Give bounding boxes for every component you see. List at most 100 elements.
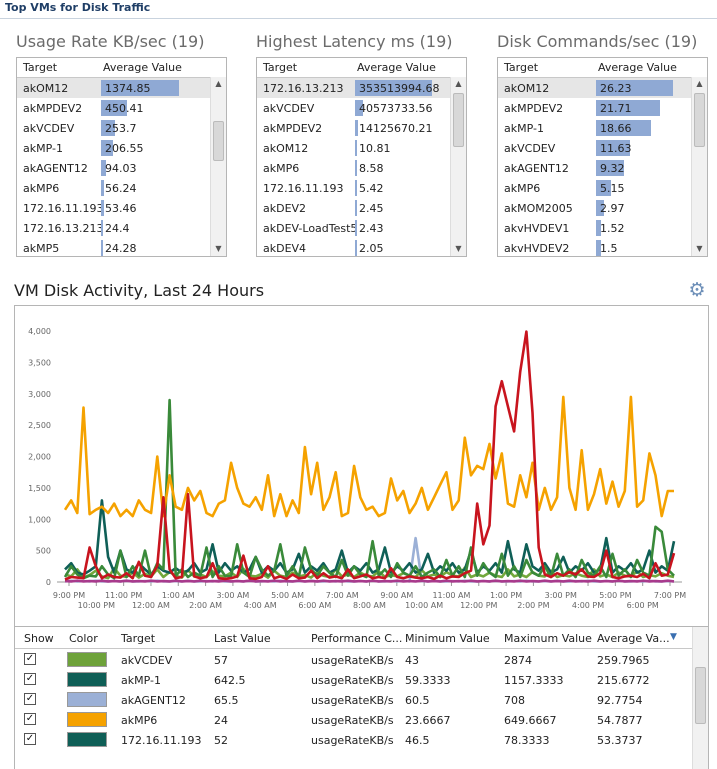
grid-row[interactable]: 172.16.13.213 24.4 (17, 218, 210, 238)
grid-row[interactable]: akMP5 24.28 (17, 238, 210, 256)
x-tick-label-bottom: 6:00 PM (627, 601, 659, 610)
sort-desc-icon[interactable]: ▼ (670, 632, 677, 642)
scroll-up-icon[interactable]: ▲ (696, 79, 703, 88)
usage-grid[interactable]: Target Average Value akOM12 1374.85 akMPDEV2… (16, 57, 227, 257)
scroll-down-icon[interactable]: ▼ (696, 244, 703, 253)
grid-row[interactable]: akMPDEV2 14125670.21 (257, 118, 450, 138)
series-table: Show Color Target Last Value Performance C..… (14, 626, 709, 769)
x-tick-label-top: 7:00 AM (326, 591, 359, 600)
table-scrollbar[interactable] (692, 627, 708, 769)
row-maximum-value: 649.6667 (504, 714, 557, 727)
grid-row[interactable]: akVCDEV 11.63 (498, 138, 691, 158)
row-target: 172.16.11.193 (263, 182, 344, 195)
row-target: 172.16.11.193 (121, 734, 202, 747)
show-checkbox[interactable]: ✓ (24, 653, 36, 665)
table-scroll-thumb[interactable] (695, 667, 706, 724)
column-header-target[interactable]: Target (263, 61, 298, 74)
table-row[interactable]: ✓ akVCDEV 57 usageRateKB/s 43 2874 259.7965 (15, 649, 693, 669)
line-chart: 0 500 1,000 1,500 2,000 2,500 3,000 3,500 4,000 9… (28, 327, 686, 610)
row-value: 94.03 (105, 162, 137, 175)
column-header-average[interactable]: Average Value (598, 61, 677, 74)
gear-icon[interactable]: ⚙ (688, 279, 706, 301)
grid-row[interactable]: akMP6 5.15 (498, 178, 691, 198)
table-row[interactable]: ✓ akAGENT12 65.5 usageRateKB/s 60.5 708 92.775… (15, 689, 693, 709)
column-header-target[interactable]: Target (121, 632, 156, 645)
scroll-up-icon[interactable]: ▲ (215, 79, 222, 88)
x-tick-label-top: 11:00 AM (432, 591, 470, 600)
color-swatch[interactable] (67, 732, 107, 747)
show-checkbox[interactable]: ✓ (24, 693, 36, 705)
latency-grid[interactable]: Target Average Value 172.16.13.213 35351399… (256, 57, 467, 257)
x-tick-label-top: 5:00 PM (599, 591, 631, 600)
grid-scrollbar[interactable]: ▲ ▼ (450, 77, 466, 256)
grid-row[interactable]: akVCDEV 40573733.56 (257, 98, 450, 118)
chart-area: 0 500 1,000 1,500 2,000 2,500 3,000 3,500 4,000 9… (14, 305, 709, 627)
column-header-performance-counter[interactable]: Performance C... (311, 632, 403, 645)
row-target: akOM12 (23, 82, 69, 95)
grid-row[interactable]: akMP6 8.58 (257, 158, 450, 178)
scroll-thumb[interactable] (694, 93, 705, 147)
grid-scrollbar[interactable]: ▲ ▼ (691, 77, 707, 256)
scroll-down-icon[interactable]: ▼ (215, 244, 222, 253)
grid-row[interactable]: 172.16.11.193 5.42 (257, 178, 450, 198)
x-tick-label-top: 3:00 AM (216, 591, 249, 600)
grid-row[interactable]: akDEV2 2.45 (257, 198, 450, 218)
color-swatch[interactable] (67, 712, 107, 727)
grid-row[interactable]: akMPDEV2 450.41 (17, 98, 210, 118)
disk-grid[interactable]: Target Average Value akOM12 26.23 akMPDEV2 21… (497, 57, 708, 257)
grid-row[interactable]: akOM12 10.81 (257, 138, 450, 158)
color-swatch[interactable] (67, 672, 107, 687)
color-swatch[interactable] (67, 692, 107, 707)
column-header-target[interactable]: Target (23, 61, 58, 74)
grid-row[interactable]: akvHVDEV1 1.52 (498, 218, 691, 238)
grid-scrollbar[interactable]: ▲ ▼ (210, 77, 226, 256)
row-value: 24.28 (105, 242, 137, 255)
color-swatch[interactable] (67, 652, 107, 667)
column-header-color[interactable]: Color (69, 632, 98, 645)
grid-row[interactable]: akDEV-LoadTest5 2.43 (257, 218, 450, 238)
grid-row[interactable]: akMOM2005 2.97 (498, 198, 691, 218)
column-header-show[interactable]: Show (24, 632, 54, 645)
grid-row[interactable]: 172.16.11.193 53.46 (17, 198, 210, 218)
grid-row[interactable]: akMP-1 18.66 (498, 118, 691, 138)
grid-row[interactable]: akAGENT12 94.03 (17, 158, 210, 178)
column-header-minimum-value[interactable]: Minimum Value (405, 632, 490, 645)
column-header-average-value[interactable]: Average Va... (597, 632, 670, 645)
grid-row[interactable]: akMP6 56.24 (17, 178, 210, 198)
series-line (63, 398, 675, 580)
scroll-up-icon[interactable]: ▲ (455, 79, 462, 88)
scroll-thumb[interactable] (453, 93, 464, 147)
grid-row[interactable]: akMPDEV2 21.71 (498, 98, 691, 118)
grid-row[interactable]: 172.16.13.213 353513994.68 (257, 78, 450, 98)
latency-widget-title: Highest Latency ms (19) (256, 32, 453, 51)
series-line (64, 579, 675, 583)
show-checkbox[interactable]: ✓ (24, 733, 36, 745)
grid-row[interactable]: akMP-1 206.55 (17, 138, 210, 158)
column-header-last-value[interactable]: Last Value (214, 632, 271, 645)
scroll-thumb[interactable] (213, 121, 224, 161)
table-row[interactable]: ✓ akMP-1 642.5 usageRateKB/s 59.3333 1157.333… (15, 669, 693, 689)
x-tick-label-top: 3:00 PM (545, 591, 577, 600)
value-bar (596, 120, 651, 136)
scroll-down-icon[interactable]: ▼ (455, 244, 462, 253)
table-row[interactable]: ✓ 172.16.11.193 52 usageRateKB/s 46.5 78.3333… (15, 729, 693, 749)
column-header-maximum-value[interactable]: Maximum Value (504, 632, 592, 645)
grid-row[interactable]: akAGENT12 9.32 (498, 158, 691, 178)
table-row[interactable]: ✓ akMP6 24 usageRateKB/s 23.6667 649.6667 54.7… (15, 709, 693, 729)
column-header-average[interactable]: Average Value (103, 61, 182, 74)
row-value: 5.42 (359, 182, 384, 195)
row-average-value: 92.7754 (597, 694, 643, 707)
grid-row[interactable]: akOM12 26.23 (498, 78, 691, 98)
column-header-target[interactable]: Target (504, 61, 539, 74)
grid-row[interactable]: akOM12 1374.85 (17, 78, 210, 98)
column-header-average[interactable]: Average Value (357, 61, 436, 74)
show-checkbox[interactable]: ✓ (24, 673, 36, 685)
grid-row[interactable]: akvHVDEV2 1.5 (498, 238, 691, 256)
row-minimum-value: 46.5 (405, 734, 430, 747)
show-checkbox[interactable]: ✓ (24, 713, 36, 725)
row-target: akMPDEV2 (504, 102, 564, 115)
grid-row[interactable]: akDEV4 2.05 (257, 238, 450, 256)
grid-row[interactable]: akVCDEV 253.7 (17, 118, 210, 138)
value-bar (101, 220, 103, 236)
row-target: 172.16.13.213 (263, 82, 344, 95)
